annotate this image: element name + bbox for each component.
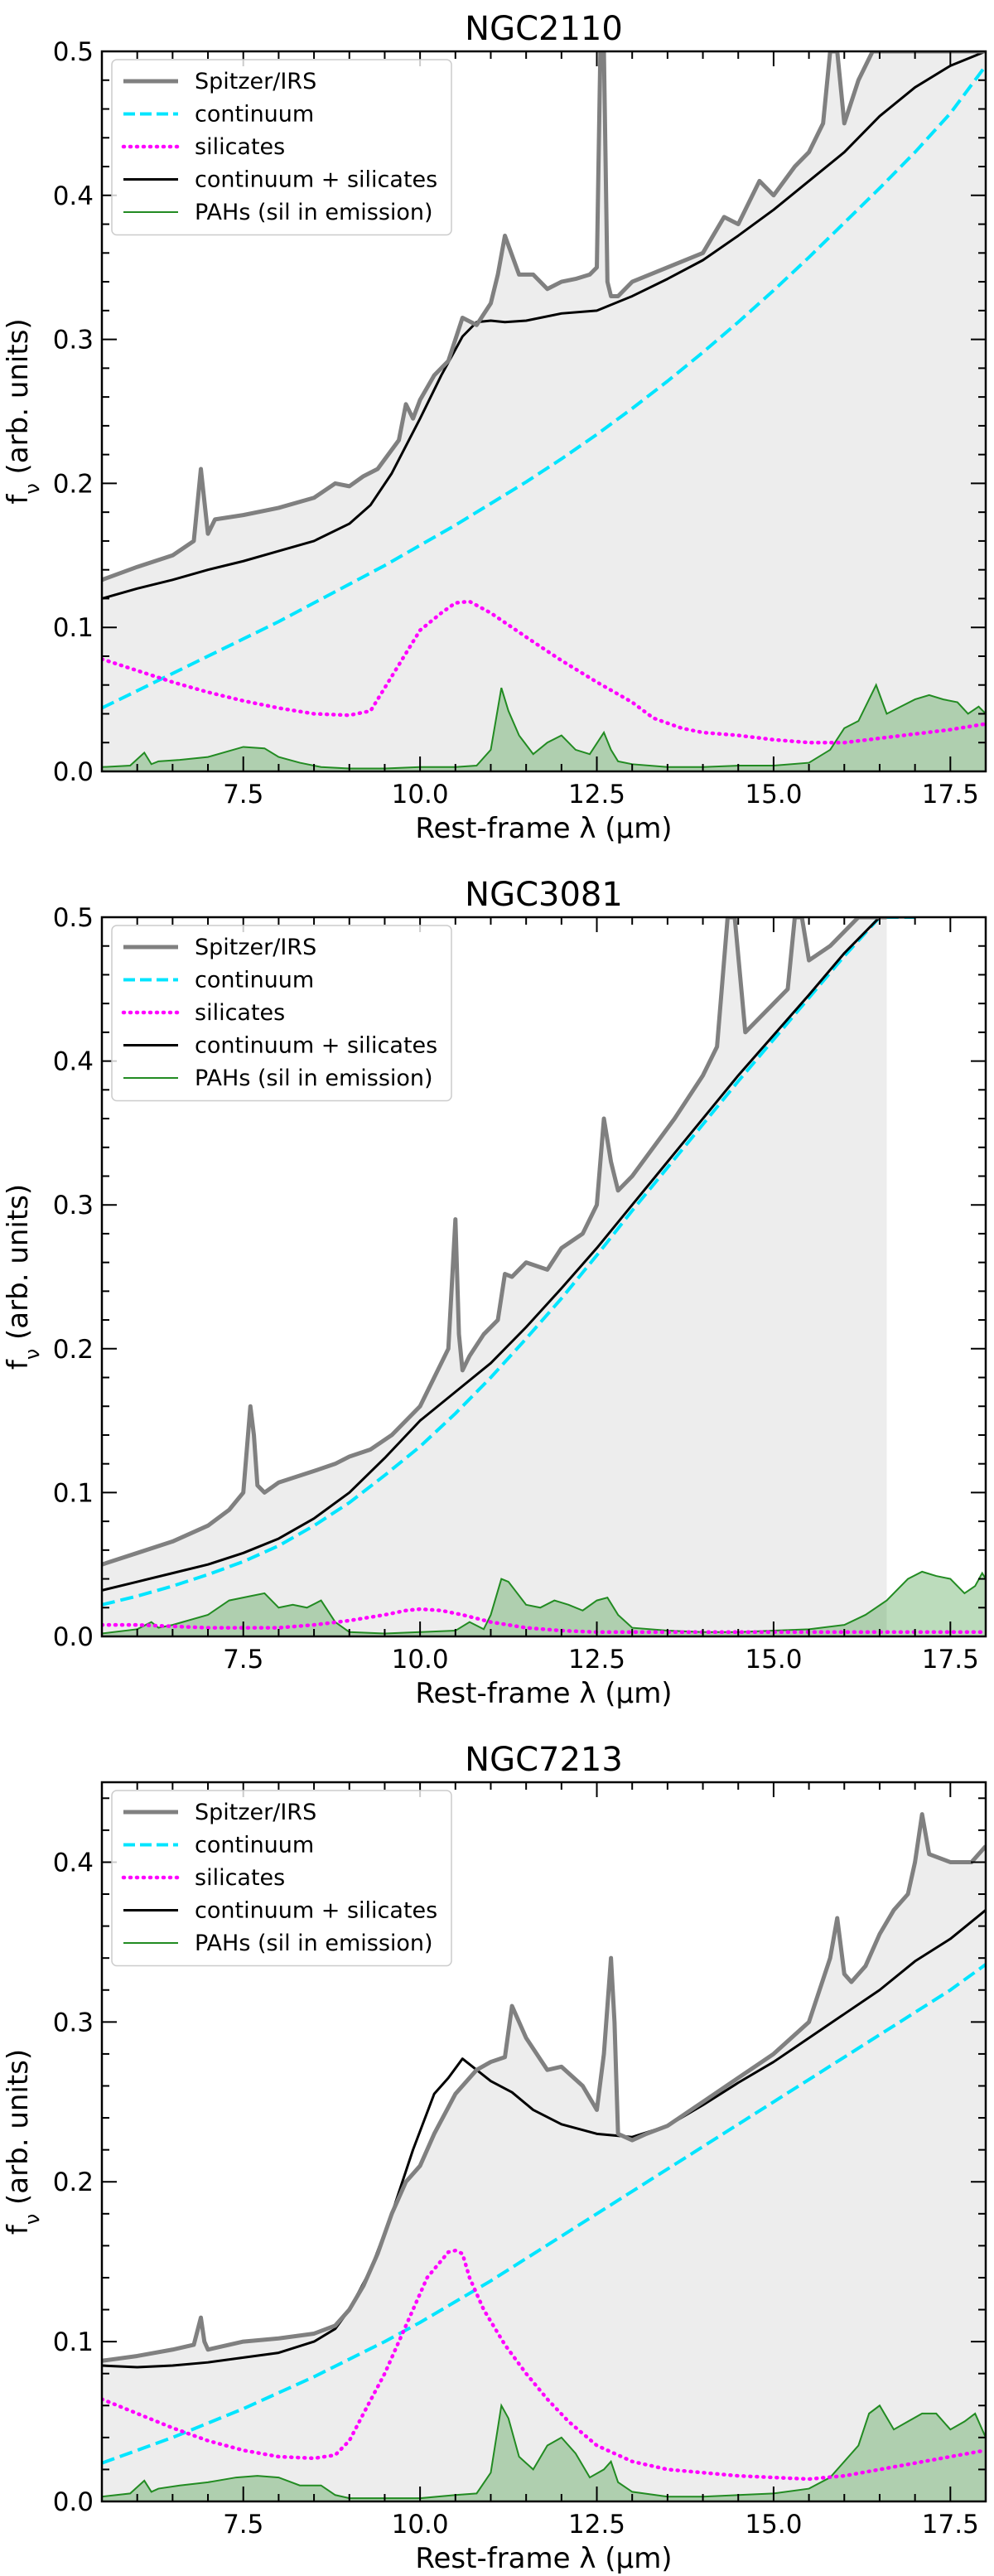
series-continuum-silicates-line xyxy=(102,917,915,1592)
legend-label-continuum: continuum xyxy=(195,968,314,993)
legend-label-pahs-sil-in-emission: PAHs (sil in emission) xyxy=(195,200,433,225)
y-tick-label: 0.3 xyxy=(53,2008,94,2037)
chart-panel-2: 7.5 10.0 12.5 15.0 17.5 0.0 0.1 0.2 0.3 0.4 0.5 NGC… xyxy=(2,876,987,1710)
chart-panel-3: 7.5 10.0 12.5 15.0 17.5 0.0 0.1 0.2 0.3 0.4 NGC721… xyxy=(2,1741,987,2575)
axes-frame xyxy=(100,50,987,773)
x-tick-label: 10.0 xyxy=(392,780,449,810)
legend-label-spitzer-irs: Spitzer/IRS xyxy=(195,935,316,960)
ticks xyxy=(101,51,987,772)
y-tick-label: 0.2 xyxy=(53,2168,94,2197)
series-pahs-sil-in-emission-fill xyxy=(102,1571,986,1636)
series-silicates-line xyxy=(102,2248,986,2482)
legend-label-silicates: silicates xyxy=(195,1000,285,1026)
y-tick-label: 0.4 xyxy=(53,1047,94,1077)
y-axis-label: fν (arb. units) xyxy=(2,2049,44,2235)
legend-label-spitzer-irs: Spitzer/IRS xyxy=(195,69,316,94)
y-tick-label: 0.2 xyxy=(53,1335,94,1365)
series-continuum-line xyxy=(102,65,986,710)
legend-label-continuum: continuum xyxy=(195,1833,314,1858)
plot-content xyxy=(102,51,986,771)
y-tick-label: 0.1 xyxy=(53,613,94,643)
x-tick-label: 12.5 xyxy=(568,780,625,810)
y-tick-label: 0.4 xyxy=(53,1848,94,1878)
x-axis-label: Rest-frame λ (μm) xyxy=(415,812,672,845)
chart-title: NGC2110 xyxy=(465,10,623,48)
series-silicates-line xyxy=(102,599,986,745)
plot-content xyxy=(102,917,986,1636)
y-tick-label: 0.3 xyxy=(53,1191,94,1220)
series-continuum-silicates-line xyxy=(102,51,986,600)
series-spitzer-irs-line xyxy=(102,1812,986,2363)
y-tick-label: 0.0 xyxy=(53,757,94,787)
chart-title: NGC3081 xyxy=(465,876,623,914)
ticks xyxy=(101,1782,987,2502)
y-axis-label: fν (arb. units) xyxy=(2,318,44,504)
axes-frame xyxy=(100,1781,987,2503)
legend-label-continuum-silicates: continuum + silicates xyxy=(195,1898,437,1924)
legend-label-pahs-sil-in-emission: PAHs (sil in emission) xyxy=(195,1066,433,1091)
y-tick-label: 0.1 xyxy=(53,1478,94,1508)
spectrum-shaded-area xyxy=(102,51,986,771)
legend-label-continuum-silicates: continuum + silicates xyxy=(195,1033,437,1059)
series-pahs-sil-in-emission-fill xyxy=(102,684,986,771)
y-axis-label: fν (arb. units) xyxy=(2,1184,44,1370)
legend-box xyxy=(111,1790,452,1967)
y-tick-label: 0.0 xyxy=(53,2487,94,2517)
y-tick-label: 0.3 xyxy=(53,326,94,355)
axes-frame xyxy=(100,916,987,1638)
legend: Spitzer/IRS continuum silicates continuum +… xyxy=(111,59,452,236)
y-tick-label: 0.2 xyxy=(53,469,94,499)
legend-label-continuum: continuum xyxy=(195,102,314,128)
x-tick-label: 15.0 xyxy=(745,780,802,810)
legend-label-spitzer-irs: Spitzer/IRS xyxy=(195,1800,316,1825)
x-tick-label: 7.5 xyxy=(223,1645,263,1675)
chart-panel-1: 7.5 10.0 12.5 15.0 17.5 0.0 0.1 0.2 0.3 0.4 0.5 NGC… xyxy=(2,10,987,845)
x-tick-label: 15.0 xyxy=(745,1645,802,1675)
chart-title: NGC7213 xyxy=(465,1741,623,1779)
series-pahs-sil-in-emission-line xyxy=(102,2403,986,2500)
y-tick-label: 0.5 xyxy=(53,37,94,67)
legend-label-continuum-silicates: continuum + silicates xyxy=(195,167,437,193)
legend: Spitzer/IRS continuum silicates continuum +… xyxy=(111,925,452,1102)
ticks xyxy=(101,916,987,1637)
y-tick-label: 0.0 xyxy=(53,1622,94,1652)
series-silicates-line xyxy=(102,1607,986,1635)
series-pahs-sil-in-emission-line xyxy=(102,1570,986,1635)
series-continuum-line xyxy=(102,917,915,1607)
x-axis-label: Rest-frame λ (μm) xyxy=(415,2542,672,2575)
x-tick-label: 17.5 xyxy=(922,2510,979,2540)
legend-box xyxy=(111,925,452,1102)
x-tick-label: 10.0 xyxy=(392,2510,449,2540)
legend-label-silicates: silicates xyxy=(195,1865,285,1891)
series-pahs-sil-in-emission-line xyxy=(102,683,986,770)
series-pahs-sil-in-emission-fill xyxy=(102,2405,986,2501)
x-tick-label: 17.5 xyxy=(922,1645,979,1675)
legend-label-silicates: silicates xyxy=(195,134,285,160)
series-continuum-line xyxy=(102,1963,986,2465)
series-spitzer-irs-line xyxy=(102,917,887,1567)
x-tick-label: 7.5 xyxy=(223,2510,263,2540)
x-tick-label: 15.0 xyxy=(745,2510,802,2540)
series-continuum-silicates-line xyxy=(102,1909,986,2369)
legend-label-pahs-sil-in-emission: PAHs (sil in emission) xyxy=(195,1931,433,1956)
spectrum-shaded-area xyxy=(102,1814,986,2501)
plot-content xyxy=(102,1812,986,2501)
x-tick-label: 7.5 xyxy=(223,780,263,810)
y-tick-label: 0.4 xyxy=(53,181,94,211)
x-tick-label: 12.5 xyxy=(568,1645,625,1675)
x-tick-label: 12.5 xyxy=(568,2510,625,2540)
x-axis-label: Rest-frame λ (μm) xyxy=(415,1677,672,1710)
y-tick-label: 0.5 xyxy=(53,903,94,933)
y-tick-label: 0.1 xyxy=(53,2327,94,2357)
legend-box xyxy=(111,59,452,236)
legend: Spitzer/IRS continuum silicates continuum +… xyxy=(111,1790,452,1967)
series-spitzer-irs-line xyxy=(102,51,986,582)
x-tick-label: 10.0 xyxy=(392,1645,449,1675)
x-tick-label: 17.5 xyxy=(922,780,979,810)
